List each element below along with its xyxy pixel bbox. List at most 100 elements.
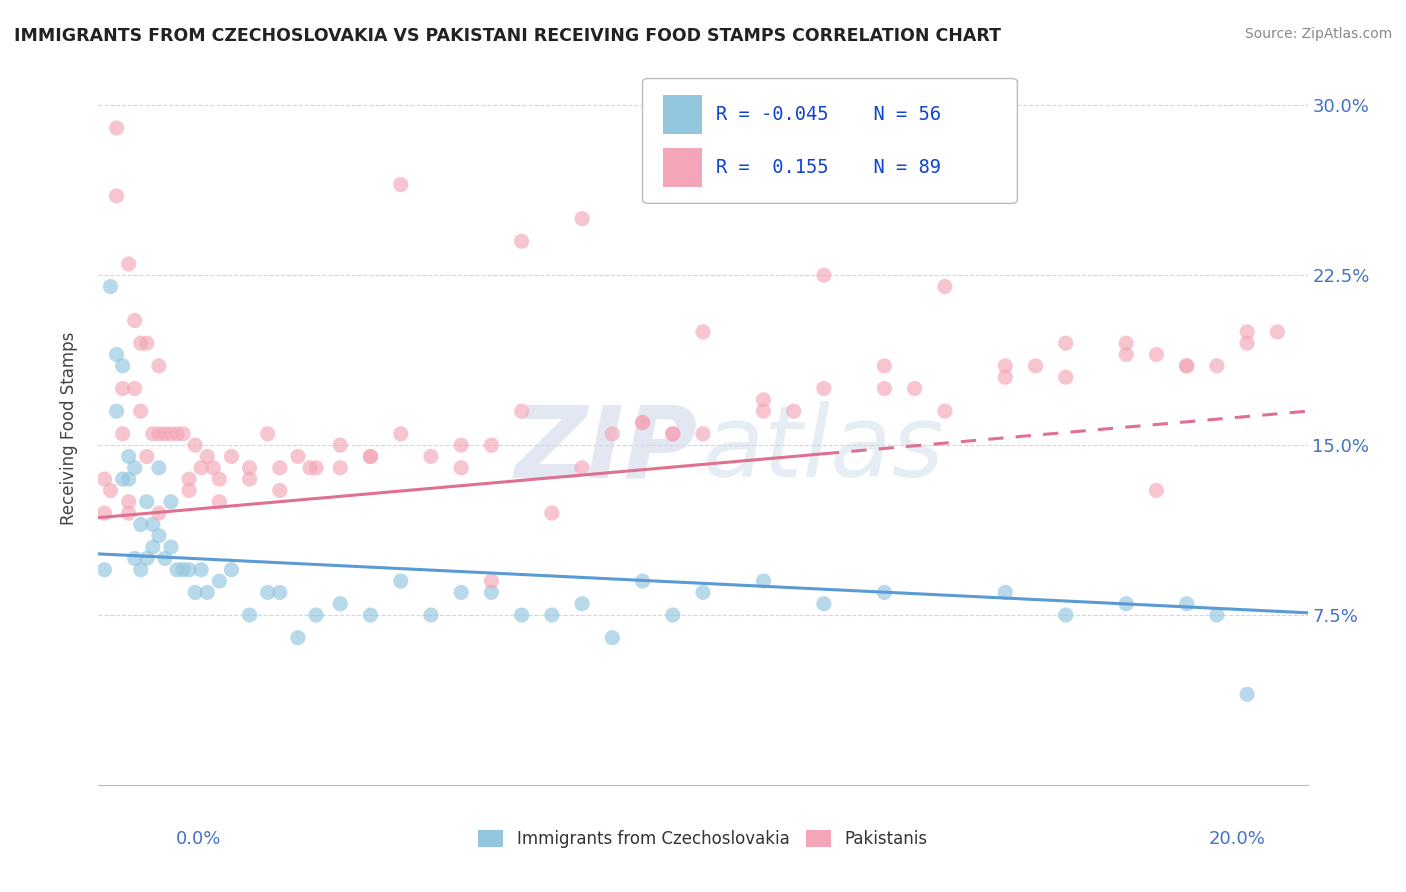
Point [256,585,278,599]
Point [420,608,443,623]
Point [389,426,412,441]
Point [118,495,141,509]
Text: ZIP: ZIP [515,401,697,498]
Point [135,450,157,464]
Point [571,597,593,611]
Point [179,483,201,498]
Point [813,382,835,396]
Point [184,585,207,599]
Point [510,608,533,623]
Point [148,359,170,373]
Point [510,234,533,248]
Point [934,404,956,418]
Point [450,438,472,452]
Point [93,506,115,520]
Point [105,189,128,203]
Point [93,472,115,486]
Point [1054,336,1077,351]
Point [752,392,775,407]
Point [105,404,128,418]
Point [540,608,562,623]
Point [329,597,352,611]
Point [360,608,382,623]
Point [124,551,146,566]
Point [1054,608,1077,623]
Point [269,585,291,599]
Point [602,426,624,441]
Point [129,404,152,418]
Bar [664,148,702,187]
Point [111,472,134,486]
Point [129,563,152,577]
Point [166,426,188,441]
Point [692,426,714,441]
Point [481,438,503,452]
Point [100,483,122,498]
Point [661,426,683,441]
Point [148,529,170,543]
Point [202,460,225,475]
Point [934,279,956,293]
Point [873,382,896,396]
Point [305,460,328,475]
Point [142,426,165,441]
Point [450,460,472,475]
Point [571,211,593,226]
Point [118,257,141,271]
Point [179,472,201,486]
Point [481,574,503,588]
Text: R =  0.155    N = 89: R = 0.155 N = 89 [716,158,941,178]
Point [105,347,128,361]
Point [631,416,654,430]
Point [571,460,593,475]
Point [1236,336,1258,351]
Point [142,540,165,554]
Point [305,608,328,623]
Point [1175,359,1198,373]
Point [129,517,152,532]
Point [389,574,412,588]
Point [661,608,683,623]
Point [287,631,309,645]
Point [692,325,714,339]
Point [221,450,243,464]
Point [752,404,775,418]
Point [994,359,1017,373]
Point [299,460,322,475]
Text: 20.0%: 20.0% [1209,830,1265,847]
Point [360,450,382,464]
Point [105,120,128,135]
Point [602,631,624,645]
Point [329,460,352,475]
Point [135,495,157,509]
Point [1115,336,1137,351]
Point [813,597,835,611]
Point [752,574,775,588]
Point [195,450,218,464]
Point [631,574,654,588]
Point [129,336,152,351]
Point [1144,347,1167,361]
Point [160,426,183,441]
Point [153,551,176,566]
FancyBboxPatch shape [643,78,1018,203]
Point [813,268,835,283]
Point [1175,597,1198,611]
Point [153,426,176,441]
Point [124,382,146,396]
Point [190,460,212,475]
Point [239,608,262,623]
Point [994,370,1017,384]
Text: Source: ZipAtlas.com: Source: ZipAtlas.com [1244,27,1392,41]
Text: atlas: atlas [703,401,945,498]
Point [329,438,352,452]
Point [160,495,183,509]
Point [1175,359,1198,373]
Point [1054,370,1077,384]
Point [1206,608,1229,623]
Point [208,495,231,509]
Point [135,336,157,351]
Y-axis label: Receiving Food Stamps: Receiving Food Stamps [59,332,77,524]
Point [1267,325,1289,339]
Text: IMMIGRANTS FROM CZECHOSLOVAKIA VS PAKISTANI RECEIVING FOOD STAMPS CORRELATION CH: IMMIGRANTS FROM CZECHOSLOVAKIA VS PAKIST… [14,27,1001,45]
